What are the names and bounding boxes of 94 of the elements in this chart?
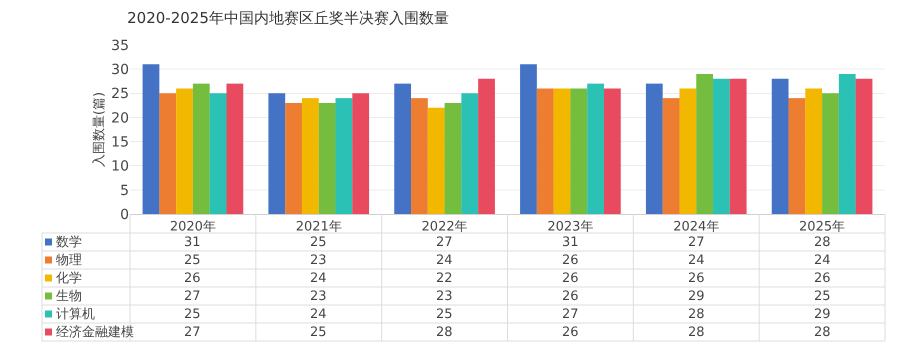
- y-tick-label: 10: [111, 158, 129, 175]
- bar: [268, 93, 286, 214]
- bar: [696, 74, 714, 214]
- x-tick-label: 2024年: [673, 220, 720, 235]
- y-tick-label: 25: [111, 86, 129, 102]
- bar: [428, 108, 445, 214]
- data-label: 25: [184, 253, 201, 268]
- data-label: 25: [184, 307, 201, 322]
- bar: [730, 78, 747, 214]
- bar: [788, 98, 806, 214]
- x-tick-label: 2025年: [799, 220, 846, 235]
- data-label: 27: [562, 307, 579, 322]
- data-label: 26: [688, 271, 705, 286]
- data-label: 27: [436, 235, 453, 250]
- data-label: 25: [310, 325, 327, 340]
- legend-label: 生物: [56, 289, 82, 304]
- data-label: 24: [814, 253, 831, 268]
- data-label: 28: [688, 307, 705, 322]
- bar: [554, 88, 570, 214]
- y-tick-label: 30: [111, 62, 129, 78]
- bar: [336, 98, 352, 214]
- bar: [679, 88, 696, 214]
- bar: [805, 88, 822, 214]
- data-label: 31: [562, 235, 579, 250]
- data-label: 24: [688, 253, 705, 268]
- y-tick-label: 0: [120, 206, 129, 223]
- data-label: 28: [814, 325, 831, 340]
- bar: [302, 98, 319, 214]
- y-tick-label: 35: [111, 38, 129, 54]
- bar: [587, 84, 604, 214]
- data-label: 23: [436, 289, 453, 304]
- data-label: 26: [562, 289, 579, 304]
- data-label: 28: [814, 235, 831, 250]
- data-label: 28: [436, 325, 453, 340]
- bar: [352, 93, 370, 214]
- data-label: 26: [814, 271, 831, 286]
- bar: [411, 98, 428, 214]
- y-tick-label: 20: [111, 110, 129, 126]
- data-label: 26: [184, 271, 201, 286]
- data-label: 23: [310, 253, 327, 268]
- data-label: 27: [688, 235, 705, 250]
- bar: [520, 64, 537, 214]
- data-label: 24: [436, 253, 453, 268]
- legend-label: 计算机: [56, 307, 95, 322]
- legend-label: 物理: [56, 253, 82, 268]
- data-label: 25: [814, 289, 831, 304]
- bar: [662, 98, 680, 214]
- data-label: 24: [310, 271, 327, 286]
- x-tick-label: 2020年: [170, 220, 216, 235]
- data-label: 29: [688, 289, 705, 304]
- bar: [461, 93, 478, 214]
- x-tick-label: 2021年: [296, 220, 342, 235]
- bar: [176, 88, 193, 214]
- bar: [646, 84, 663, 214]
- data-label: 27: [184, 289, 201, 304]
- bar: [822, 93, 839, 214]
- bar: [210, 93, 226, 214]
- bar: [394, 84, 412, 214]
- bar: [285, 102, 302, 214]
- data-label: 31: [184, 235, 201, 250]
- bar: [444, 102, 462, 214]
- data-label: 26: [562, 253, 579, 268]
- bar: [318, 102, 336, 214]
- bar: [713, 78, 730, 214]
- bar: [772, 78, 789, 214]
- legend-label: 化学: [56, 271, 82, 286]
- data-label: 25: [436, 307, 453, 322]
- chart-title: 2020-2025年中国内地赛区丘奖半决赛入围数量: [127, 9, 449, 28]
- bar: [570, 88, 588, 214]
- data-label: 26: [562, 271, 579, 286]
- legend-label: 数学: [56, 235, 82, 250]
- x-tick-label: 2022年: [422, 220, 468, 235]
- bar: [159, 93, 176, 214]
- legend-label: 经济金融建模: [56, 325, 134, 340]
- bar: [192, 84, 210, 214]
- y-tick-label: 5: [120, 182, 129, 199]
- y-axis-title: 入围数量(篇): [92, 92, 108, 168]
- bar: [478, 78, 495, 214]
- x-tick-label: 2023年: [547, 220, 594, 235]
- bar: [838, 74, 856, 214]
- bar: [856, 78, 872, 214]
- data-label: 26: [562, 325, 579, 340]
- data-label: 22: [436, 271, 453, 286]
- data-label: 27: [184, 325, 201, 340]
- data-label: 25: [310, 235, 327, 250]
- data-label: 23: [310, 289, 327, 304]
- bar: [142, 64, 160, 214]
- data-label: 24: [310, 307, 327, 322]
- y-tick-label: 15: [111, 134, 129, 150]
- bar: [604, 88, 621, 214]
- data-label: 28: [688, 325, 705, 340]
- bar: [536, 88, 554, 214]
- data-label: 29: [814, 307, 831, 322]
- bar: [226, 84, 244, 214]
